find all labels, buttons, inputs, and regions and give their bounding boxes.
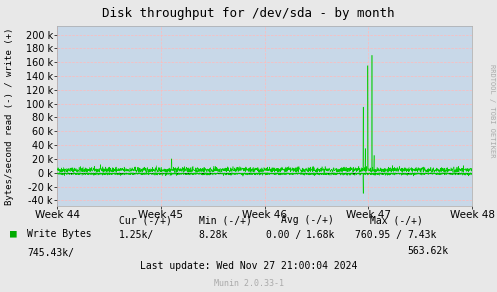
- Text: 1.68k: 1.68k: [306, 230, 335, 240]
- Text: RRDTOOL / TOBI OETIKER: RRDTOOL / TOBI OETIKER: [489, 64, 495, 158]
- Text: ■: ■: [10, 229, 17, 239]
- Text: Bytes/second read (-) / write (+): Bytes/second read (-) / write (+): [5, 28, 14, 206]
- Text: 1.25k/: 1.25k/: [119, 230, 155, 240]
- Text: Avg (-/+): Avg (-/+): [281, 215, 333, 225]
- Text: 7.43k: 7.43k: [408, 230, 437, 240]
- Text: Cur (-/+): Cur (-/+): [119, 215, 172, 225]
- Text: Last update: Wed Nov 27 21:00:04 2024: Last update: Wed Nov 27 21:00:04 2024: [140, 261, 357, 271]
- Text: Disk throughput for /dev/sda - by month: Disk throughput for /dev/sda - by month: [102, 7, 395, 20]
- Text: 8.28k: 8.28k: [199, 230, 228, 240]
- Text: Max (-/+): Max (-/+): [370, 215, 423, 225]
- Text: 563.62k: 563.62k: [408, 246, 449, 256]
- Text: Min (-/+): Min (-/+): [199, 215, 251, 225]
- Text: 745.43k/: 745.43k/: [27, 248, 75, 258]
- Text: Write Bytes: Write Bytes: [27, 229, 92, 239]
- Text: 0.00 /: 0.00 /: [266, 230, 301, 240]
- Text: Munin 2.0.33-1: Munin 2.0.33-1: [214, 279, 283, 288]
- Text: 760.95 /: 760.95 /: [355, 230, 403, 240]
